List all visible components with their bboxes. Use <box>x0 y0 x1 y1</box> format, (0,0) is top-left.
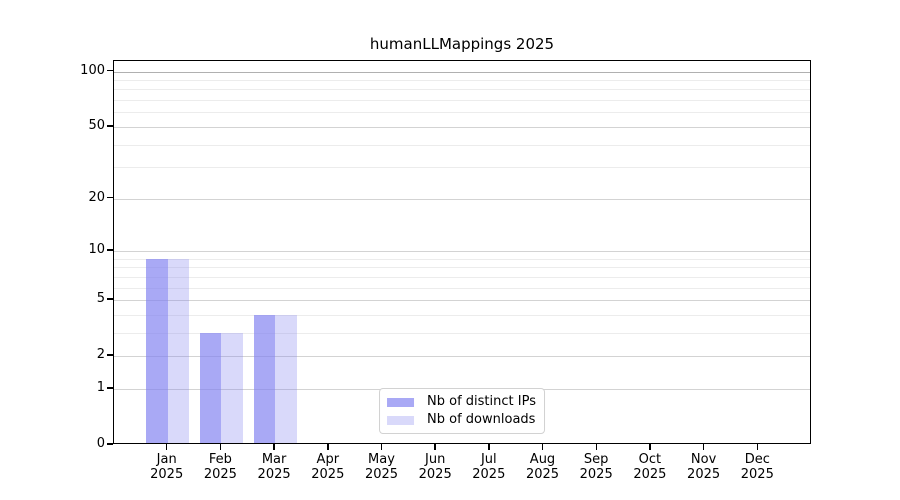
x-tick-year: 2025 <box>687 467 721 482</box>
x-tick-mark <box>327 444 329 450</box>
x-tick-year: 2025 <box>525 467 560 482</box>
bar-downloads <box>221 332 243 443</box>
x-tick-year: 2025 <box>472 467 506 482</box>
x-tick-mark <box>756 444 759 450</box>
legend-label: Nb of downloads <box>427 412 536 427</box>
y-tick-label: 0 <box>96 436 105 451</box>
y-tick-mark <box>107 443 113 445</box>
major-gridline <box>114 198 810 200</box>
major-gridline <box>114 250 810 252</box>
x-tick-year: 2025 <box>257 467 291 482</box>
x-tick-year: 2025 <box>740 467 774 482</box>
x-tick-label: Feb 2025 <box>190 452 250 482</box>
legend-swatch-downloads <box>387 415 415 425</box>
x-tick-year: 2025 <box>311 467 345 482</box>
legend: Nb of distinct IPs Nb of downloads <box>379 388 545 434</box>
minor-gridline <box>114 258 810 260</box>
x-tick-month: Jun <box>425 452 446 467</box>
minor-gridline <box>114 287 810 289</box>
x-tick-mark <box>541 444 544 450</box>
x-tick-month: Dec <box>744 452 770 467</box>
x-tick-label: Jun 2025 <box>405 452 465 482</box>
y-tick-mark <box>107 196 113 199</box>
legend-swatch-distinct-ips <box>387 397 415 407</box>
chart-title: humanLLMappings 2025 <box>369 35 555 53</box>
bar-downloads <box>167 258 190 443</box>
x-tick-month: May <box>368 452 395 467</box>
y-tick-label: 2 <box>96 347 105 363</box>
x-tick-month: Jul <box>480 452 497 467</box>
minor-gridline <box>114 276 810 278</box>
x-tick-label: May 2025 <box>352 452 412 482</box>
x-tick-mark <box>273 444 275 450</box>
y-tick-mark <box>107 387 113 389</box>
x-tick-mark <box>434 444 436 450</box>
major-gridline <box>114 356 810 358</box>
x-tick-label: Dec 2025 <box>727 452 787 482</box>
minor-gridline <box>114 89 810 91</box>
bar-distinct-ips <box>253 314 276 443</box>
x-tick-label: Sep 2025 <box>566 452 626 482</box>
minor-gridline <box>114 332 810 334</box>
plot-area: Nb of distinct IPs Nb of downloads <box>113 60 811 444</box>
x-tick-mark <box>595 444 597 450</box>
x-tick-mark <box>380 444 383 450</box>
x-tick-label: Nov 2025 <box>674 452 734 482</box>
x-tick-month: Jan <box>156 452 177 467</box>
y-tick-label: 100 <box>80 62 105 78</box>
minor-gridline <box>114 79 810 81</box>
y-tick-mark <box>107 249 113 251</box>
x-tick-month: Apr <box>316 452 340 467</box>
x-tick-mark <box>219 444 222 450</box>
y-tick-mark <box>107 69 113 72</box>
y-tick-label: 5 <box>96 291 105 306</box>
minor-gridline <box>114 267 810 269</box>
minor-gridline <box>114 314 810 316</box>
x-tick-year: 2025 <box>579 467 613 482</box>
minor-gridline <box>114 112 810 114</box>
x-tick-year: 2025 <box>633 467 667 482</box>
y-tick-mark <box>107 125 113 127</box>
legend-entry: Nb of distinct IPs <box>387 394 536 410</box>
x-tick-month: Aug <box>529 452 556 467</box>
bar-distinct-ips <box>146 258 168 443</box>
x-tick-mark <box>488 444 490 450</box>
x-tick-year: 2025 <box>203 467 237 482</box>
x-tick-month: Feb <box>208 452 232 467</box>
major-gridline <box>114 126 810 128</box>
x-tick-label: Aug 2025 <box>513 452 573 482</box>
x-tick-mark <box>649 444 651 450</box>
y-tick-label: 20 <box>88 189 105 205</box>
major-gridline <box>114 300 810 301</box>
x-tick-year: 2025 <box>418 467 452 482</box>
x-tick-month: Nov <box>690 452 717 467</box>
x-tick-label: Jan 2025 <box>137 452 197 482</box>
minor-gridline <box>114 167 810 169</box>
legend-label: Nb of distinct IPs <box>427 394 536 409</box>
x-tick-month: Mar <box>261 452 287 467</box>
legend-entry: Nb of downloads <box>387 412 536 428</box>
x-tick-year: 2025 <box>364 467 399 482</box>
x-tick-month: Sep <box>583 452 609 467</box>
x-tick-label: Apr 2025 <box>298 452 358 482</box>
bar-downloads <box>275 314 297 443</box>
major-gridline <box>114 71 810 73</box>
y-tick-label: 50 <box>88 117 105 133</box>
x-tick-mark <box>165 444 168 450</box>
x-tick-label: Jul 2025 <box>459 452 519 482</box>
y-tick-mark <box>107 354 113 356</box>
minor-gridline <box>114 144 810 146</box>
y-tick-label: 10 <box>88 241 105 257</box>
minor-gridline <box>114 100 810 101</box>
x-tick-mark <box>702 444 705 450</box>
x-tick-label: Oct 2025 <box>620 452 680 482</box>
y-tick-mark <box>107 298 113 300</box>
x-tick-month: Oct <box>638 452 662 467</box>
bar-distinct-ips <box>199 332 222 443</box>
x-tick-year: 2025 <box>150 467 184 482</box>
y-tick-label: 1 <box>96 379 105 395</box>
x-tick-label: Mar 2025 <box>244 452 304 482</box>
